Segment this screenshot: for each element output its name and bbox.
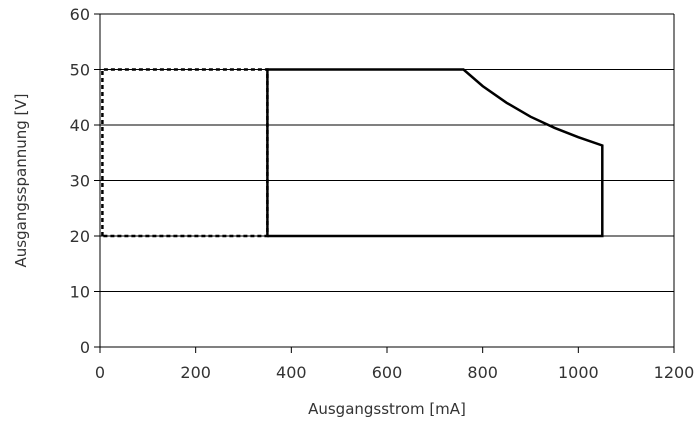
y-tick-label: 20 xyxy=(70,227,90,246)
x-tick-label: 400 xyxy=(276,363,307,382)
y-tick-label: 40 xyxy=(70,116,90,135)
x-tick-label: 800 xyxy=(467,363,498,382)
x-axis-title: Ausgangsstrom [mA] xyxy=(308,400,466,418)
y-tick-label: 30 xyxy=(70,172,90,191)
y-tick-label: 10 xyxy=(70,283,90,302)
dashed-operating-area xyxy=(101,68,269,238)
solid-operating-area xyxy=(266,68,604,238)
x-tick-label: 0 xyxy=(95,363,105,382)
y-tick-label: 50 xyxy=(70,61,90,80)
axes xyxy=(94,13,675,353)
x-tick-label: 1000 xyxy=(558,363,599,382)
x-tick-label: 200 xyxy=(180,363,211,382)
y-axis-title: Ausgangsspannung [V] xyxy=(12,94,30,268)
series-layer xyxy=(101,68,604,238)
y-tick-label: 60 xyxy=(70,5,90,24)
x-tick-label: 1200 xyxy=(654,363,695,382)
y-tick-label: 0 xyxy=(80,338,90,357)
x-tick-label: 600 xyxy=(372,363,403,382)
grid-lines xyxy=(100,13,674,292)
